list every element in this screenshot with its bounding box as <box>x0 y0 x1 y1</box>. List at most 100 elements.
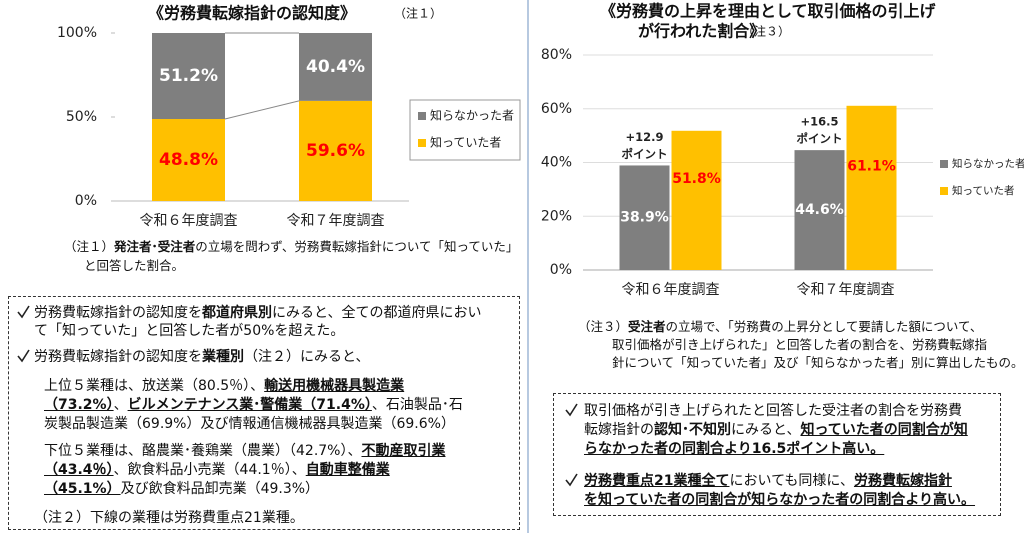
y-tick-label: 60% <box>541 101 572 117</box>
legend-label: 知っていた者 <box>430 136 501 150</box>
value-label: 61.1% <box>847 158 896 174</box>
annotation: +16.5 <box>800 115 838 129</box>
text-segment: （注３） <box>578 319 629 334</box>
text-segment: （注２）下線の業種は労務費重点21業種。 <box>34 510 304 526</box>
x-tick-label: 令和６年度調査 <box>140 213 238 229</box>
text-segment: 労務費転嫁指針の認知度を <box>34 305 202 321</box>
chart-title: が行われた割合》 <box>638 22 765 41</box>
bar <box>846 105 897 270</box>
text-segment: の立場で、「労務費の上昇分として要請した額について、 <box>665 319 983 334</box>
text-segment: 発注者･受注者 <box>114 239 196 254</box>
text-segment: （注１） <box>64 239 115 254</box>
bar-segment <box>299 33 372 101</box>
text-segment: の立場を問わず、労務費転嫁指針について「知っていた」 <box>195 239 519 254</box>
text-segment: 都道府県別 <box>202 305 272 321</box>
text-segment: らなかった者の同割合より16.5ポイント高い。 <box>584 441 885 457</box>
text-segment: 自動車整備業 <box>305 462 390 478</box>
y-tick-label: 0% <box>550 262 572 278</box>
chart-title: 《労務費の上昇を理由として取引価格の引上げ <box>600 2 937 21</box>
text-line: 取引価格が引き上げられた」と回答した者の割合を、労務費転嫁指 <box>612 336 987 354</box>
text-segment: 及び飲食料品卸売業（49.3%） <box>120 481 320 497</box>
text-segment: にみると、 <box>731 422 801 438</box>
text-line: （注２）下線の業種は労務費重点21業種。 <box>34 509 304 527</box>
annotation: ポイント <box>797 132 843 146</box>
text-segment: 炭製品製造業（69.9%）及び情報通信機械器具製造業（69.6%） <box>44 416 455 432</box>
text-line: て「知っていた」と回答した者が50%を超えた。 <box>34 322 344 340</box>
text-segment: 、飲食料品小売業（44.1％）、 <box>113 462 306 478</box>
text-segment: を知っていた者の同割合が知らなかった者の同割合より高い。 <box>584 492 976 508</box>
legend-label: 知っていた者 <box>952 184 1014 197</box>
text-line: （45.1%）及び飲食料品卸売業（49.3%） <box>44 480 319 498</box>
series-line <box>224 100 300 120</box>
text-line: 針について「知っていた者」及び「知らなかった者」別に算出したもの。 <box>612 354 1024 372</box>
text-segment: 労務費重点21業種全て <box>584 473 730 489</box>
check <box>565 403 578 417</box>
bar-segment <box>299 100 372 201</box>
text-segment: 労務費転嫁指針の認知度を <box>34 349 202 365</box>
x-tick-label: 令和７年度調査 <box>287 213 385 229</box>
text-segment: （45.1%） <box>44 481 121 497</box>
text-line: 炭製品製造業（69.9%）及び情報通信機械器具製造業（69.6%） <box>44 415 455 433</box>
value-label: 51.8% <box>672 171 721 187</box>
check <box>565 473 578 487</box>
annotation: +12.9 <box>625 130 663 144</box>
y-tick-label: 0% <box>75 193 97 209</box>
text-segment: 取引価格が引き上げられた」と回答した者の割合を、労務費転嫁指 <box>612 337 988 352</box>
check <box>17 349 30 363</box>
text-segment: （73.2%） <box>44 397 114 413</box>
value-label: 48.8% <box>159 150 218 170</box>
y-tick-label: 40% <box>541 155 572 171</box>
bar-segment <box>152 119 225 201</box>
left-box <box>8 296 520 530</box>
text-segment: にみると、全ての都道府県におい <box>272 305 482 321</box>
value-label: 59.6% <box>306 141 365 161</box>
bar-segment <box>152 33 225 120</box>
y-tick-label: 80% <box>541 47 572 63</box>
legend-swatch <box>418 112 426 120</box>
bar <box>794 150 845 270</box>
text-segment: 知っていた者の同割合が知 <box>800 422 968 438</box>
text-segment: 、 <box>113 397 128 413</box>
text-line: らなかった者の同割合より16.5ポイント高い。 <box>584 440 884 458</box>
text-segment: と回答した割合。 <box>84 258 185 273</box>
text-segment: 上位５業種は、放送業（80.5％）、 <box>44 378 265 394</box>
legend-swatch <box>940 187 948 195</box>
text-segment: 取引価格が引き上げられたと回答した受注者の割合を労務費 <box>584 403 962 419</box>
text-segment: 輸送用機械器具製造業 <box>264 378 405 394</box>
value-label: 40.4% <box>306 57 365 77</box>
legend-box <box>409 99 521 161</box>
text-line: （73.2%）、ビルメンテナンス業･警備業（71.4%）、石油製品･石 <box>44 396 463 414</box>
chart-title: 《労務費転嫁指針の認知度》 <box>148 4 356 23</box>
text-line: （注３）受注者の立場で、「労務費の上昇分として要請した額について、 <box>578 318 982 336</box>
text-segment: て「知っていた」と回答した者が50%を超えた。 <box>34 323 345 339</box>
value-label: 44.6% <box>795 202 844 218</box>
text-segment: ビルメンテナンス業･警備業（71.4%） <box>127 397 372 413</box>
legend-swatch <box>940 160 948 168</box>
text-segment: 認知･不知別 <box>654 422 731 438</box>
text-line: 労務費転嫁指針の認知度を都道府県別にみると、全ての都道府県におい <box>34 304 481 322</box>
text-line: と回答した割合。 <box>84 257 184 275</box>
y-tick-label: 50% <box>66 109 97 125</box>
title-note: （注１） <box>394 6 442 21</box>
text-segment: 業種別 <box>202 349 244 365</box>
legend-swatch <box>418 139 426 147</box>
bar <box>619 165 670 270</box>
y-tick-label: 100% <box>57 25 97 41</box>
x-tick-label: 令和７年度調査 <box>797 282 895 298</box>
text-line: （注１）発注者･受注者の立場を問わず、労務費転嫁指針について「知っていた」 <box>64 238 518 256</box>
text-segment: （注２）にみると、 <box>244 349 370 365</box>
annotation: ポイント <box>622 147 668 161</box>
text-segment: 不動産取引業 <box>361 443 446 459</box>
bar <box>671 130 722 270</box>
text-line: を知っていた者の同割合が知らなかった者の同割合より高い。 <box>584 491 975 509</box>
text-line: （43.4％）、飲食料品小売業（44.1％）、自動車整備業 <box>44 461 390 479</box>
x-tick-label: 令和６年度調査 <box>622 282 720 298</box>
title-note: （注３） <box>742 24 790 39</box>
text-line: 労務費転嫁指針の認知度を業種別（注２）にみると、 <box>34 348 369 366</box>
text-segment: 下位５業種は、酪農業･養鶏業（農業）（42.7%）、 <box>44 443 362 459</box>
text-line: 上位５業種は、放送業（80.5％）、輸送用機械器具製造業 <box>44 377 404 395</box>
text-line: 下位５業種は、酪農業･養鶏業（農業）（42.7%）、不動産取引業 <box>44 442 445 460</box>
value-label: 51.2% <box>159 66 218 86</box>
